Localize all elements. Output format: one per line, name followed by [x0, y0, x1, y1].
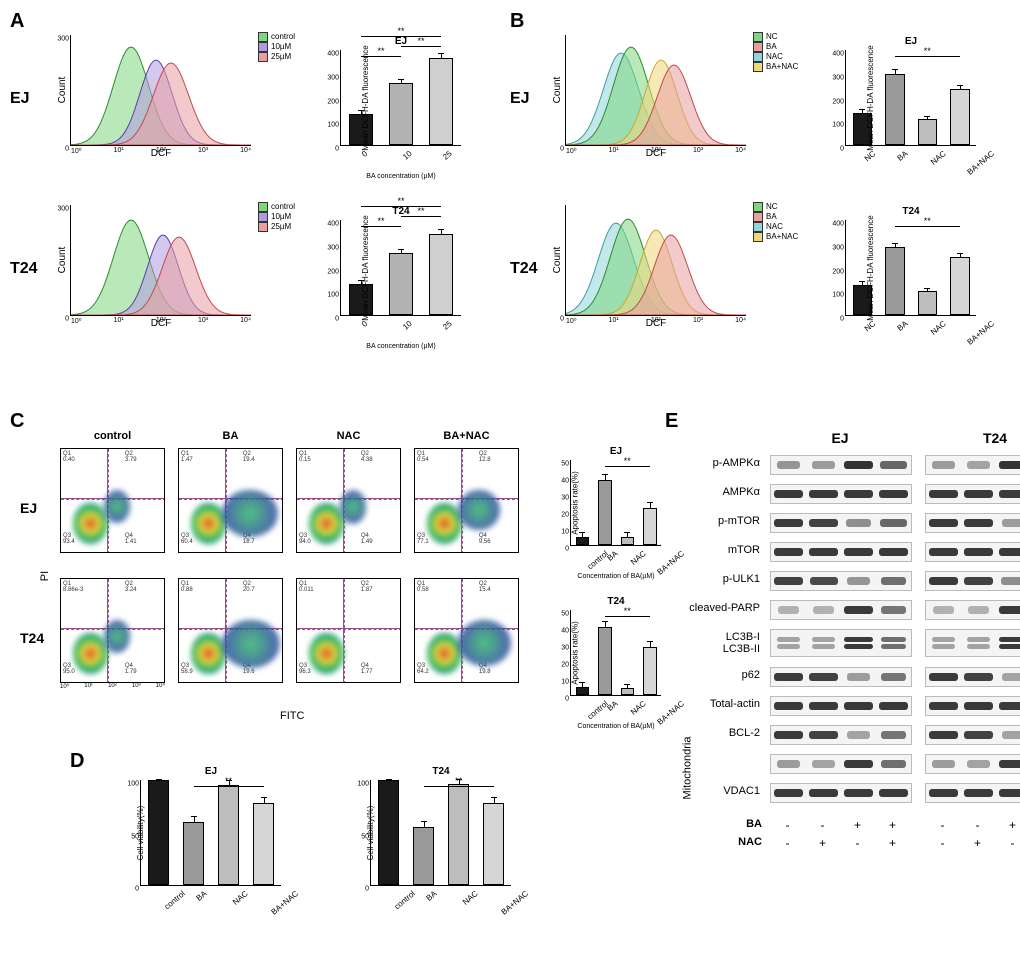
a-t24-barchart: 010020030040001025******T24Mean DCFH-DA … — [340, 220, 461, 316]
panel-label-b: B — [510, 10, 524, 33]
panel-label-e: E — [665, 410, 678, 433]
a-t24-histogram: DCFCount10⁰10¹10²10³10⁴3000 — [70, 205, 251, 316]
a-t24-label: T24 — [10, 260, 38, 278]
figure: A B C D E EJ T24 DCFCount10⁰10¹10²10³10⁴… — [10, 10, 1010, 960]
a-legend-2: control10µM25µM — [258, 202, 295, 232]
b-ej-label: EJ — [510, 90, 530, 108]
d-ej-barchart: 050100controlBANACBA+NAC**EJCell viabili… — [140, 780, 281, 886]
b-t24-label: T24 — [510, 260, 538, 278]
b-t24-barchart: 0100200300400NCBANACBA+NAC**T24Mean DCFH… — [845, 220, 976, 316]
c-t24-label: T24 — [20, 630, 44, 646]
a-legend: control10µM25µM — [258, 32, 295, 62]
d-t24-barchart: 050100controlBANACBA+NAC**T24Cell viabil… — [370, 780, 511, 886]
c-ej-label: EJ — [20, 500, 37, 516]
b-t24-histogram: DCFCount10⁰10¹10²10³10⁴0 — [565, 205, 746, 316]
b-legend-2: NCBANACBA+NAC — [753, 202, 798, 242]
b-legend: NCBANACBA+NAC — [753, 32, 798, 72]
a-ej-label: EJ — [10, 90, 30, 108]
c-ylabel: PI — [39, 571, 51, 581]
a-ej-barchart: 010020030040001025******EJMean DCFH-DA f… — [340, 50, 461, 146]
panel-label-c: C — [10, 410, 24, 433]
c-t24-barchart: 01020304050controlBANACBA+NAC**T24Apopto… — [570, 610, 661, 696]
c-ej-barchart: 01020304050controlBANACBA+NAC**EJApoptos… — [570, 460, 661, 546]
panel-label-d: D — [70, 750, 84, 773]
c-xlabel: FITC — [280, 710, 304, 722]
b-ej-barchart: 0100200300400NCBANACBA+NAC**EJMean DCFH-… — [845, 50, 976, 146]
b-ej-histogram: DCFCount10⁰10¹10²10³10⁴0 — [565, 35, 746, 146]
panel-label-a: A — [10, 10, 24, 33]
a-ej-histogram: DCFCount10⁰10¹10²10³10⁴3000 — [70, 35, 251, 146]
